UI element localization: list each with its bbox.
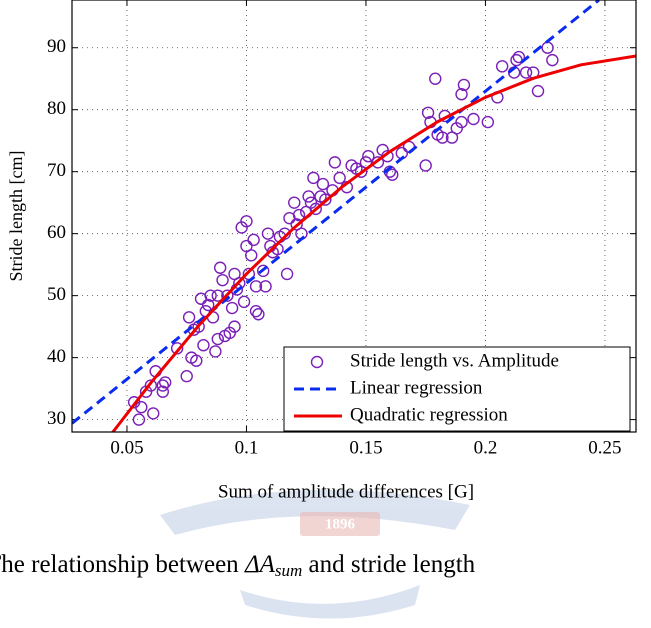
data-point xyxy=(531,84,545,98)
data-point xyxy=(519,66,533,79)
data-point xyxy=(256,264,270,278)
data-point xyxy=(247,233,260,247)
x-tick-label: 0.25 xyxy=(588,437,621,458)
data-point xyxy=(309,202,322,216)
y-tick-label: 30 xyxy=(47,408,66,429)
data-point xyxy=(333,171,346,185)
data-point xyxy=(182,311,196,324)
data-point xyxy=(170,342,184,355)
data-point xyxy=(319,193,332,206)
data-point xyxy=(419,159,432,172)
data-point xyxy=(190,354,203,367)
data-point xyxy=(510,53,523,67)
data-point xyxy=(467,112,480,126)
regression-line xyxy=(111,54,636,432)
data-point xyxy=(436,131,449,144)
data-point xyxy=(328,156,342,169)
caption-text: The relationship between xyxy=(0,551,245,578)
data-point xyxy=(316,177,330,191)
data-point xyxy=(307,171,320,185)
watermark xyxy=(160,489,470,619)
regression-line xyxy=(72,0,600,425)
data-point xyxy=(240,215,253,228)
y-tick-label: 70 xyxy=(47,160,66,181)
data-point xyxy=(202,298,215,312)
data-point xyxy=(261,227,275,240)
data-point xyxy=(156,385,170,398)
data-point xyxy=(481,115,495,129)
y-tick-label: 80 xyxy=(47,98,66,119)
x-tick-label: 0.2 xyxy=(474,437,498,458)
data-point xyxy=(213,261,227,274)
legend-label: Quadratic regression xyxy=(350,404,508,425)
data-point xyxy=(249,304,263,318)
data-point xyxy=(455,88,468,101)
x-tick-label: 0.15 xyxy=(349,437,382,458)
data-point xyxy=(159,376,172,389)
data-point xyxy=(180,370,193,383)
y-axis-label: Stride length [cm] xyxy=(6,151,26,282)
data-point xyxy=(302,190,315,203)
data-point xyxy=(221,289,234,302)
data-point xyxy=(455,115,468,129)
data-point xyxy=(135,401,148,414)
caption-text: and stride length xyxy=(302,551,475,578)
data-point xyxy=(156,379,170,392)
y-tick-label: 50 xyxy=(47,284,66,305)
data-point xyxy=(259,280,272,293)
data-point xyxy=(228,320,241,333)
data-point xyxy=(457,78,471,92)
y-tick-label: 60 xyxy=(47,222,66,243)
data-point xyxy=(249,280,263,293)
plot-frame xyxy=(71,0,637,433)
data-point xyxy=(362,149,375,163)
caption: The relationship between ΔAsum and strid… xyxy=(0,551,476,580)
data-point xyxy=(245,249,258,262)
data-point xyxy=(421,106,435,120)
watermark-text: 1896 xyxy=(325,516,356,532)
data-point xyxy=(512,50,526,64)
data-point xyxy=(216,273,229,287)
legend-label: Linear regression xyxy=(350,377,483,398)
legend-marker xyxy=(310,355,324,369)
data-point xyxy=(280,267,294,281)
data-point xyxy=(288,196,301,209)
x-tick-label: 0.05 xyxy=(110,437,143,458)
data-point xyxy=(371,156,385,169)
data-point xyxy=(386,168,399,181)
data-point xyxy=(225,301,239,315)
x-axis-label: Sum of amplitude differences [G] xyxy=(218,481,474,502)
y-tick-label: 40 xyxy=(47,346,66,367)
data-point xyxy=(147,407,160,420)
y-tick-label: 90 xyxy=(47,36,66,57)
data-point xyxy=(252,308,265,321)
data-point xyxy=(495,60,509,73)
caption-subscript: sum xyxy=(275,561,302,580)
data-point xyxy=(132,413,146,426)
data-point xyxy=(546,53,559,67)
caption-symbol: ΔA xyxy=(244,551,276,578)
data-point xyxy=(211,332,224,346)
plot-area xyxy=(72,0,636,432)
data-point xyxy=(144,379,158,392)
data-point xyxy=(197,339,210,352)
legend-label: Stride length vs. Amplitude xyxy=(350,350,559,371)
data-point xyxy=(292,208,306,222)
x-tick-label: 0.1 xyxy=(235,437,259,458)
data-point xyxy=(211,289,224,302)
data-point xyxy=(429,72,442,85)
data-point xyxy=(237,295,251,309)
data-point xyxy=(209,345,222,358)
data-point xyxy=(204,289,217,302)
